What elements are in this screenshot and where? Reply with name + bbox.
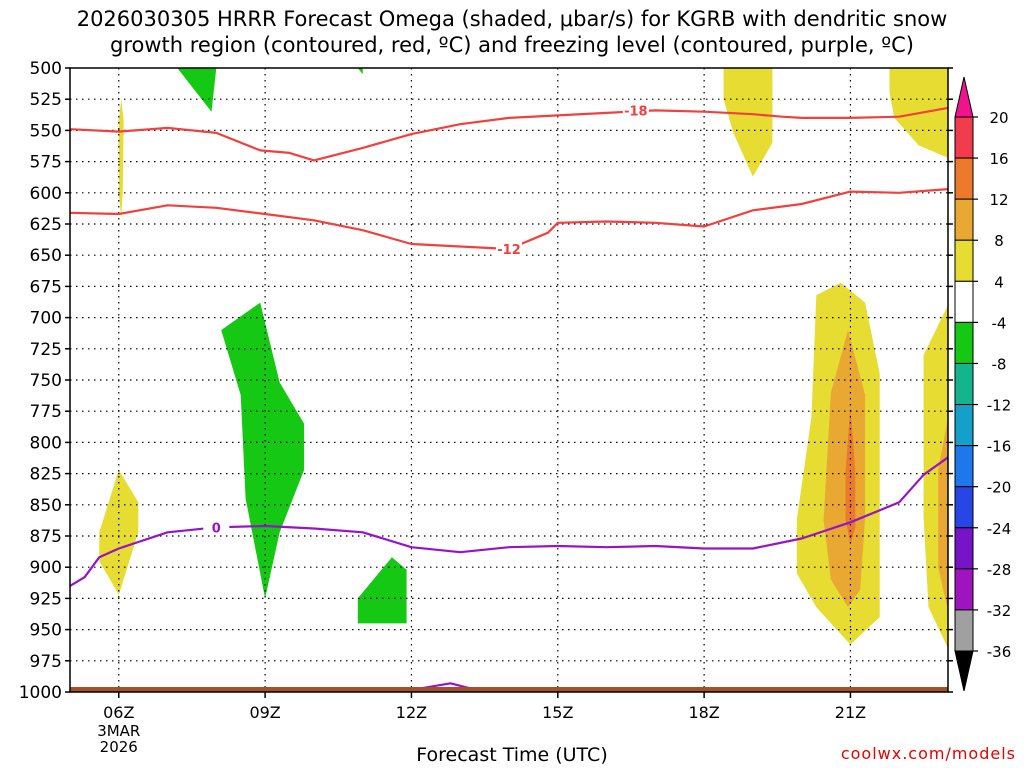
y-tick-label-575: 575 <box>30 153 62 173</box>
x-tick-label-15Z: 15Z <box>542 703 573 722</box>
colorbar-label-8: -16 <box>987 438 1012 456</box>
contour-label-bg-2 <box>203 520 230 535</box>
colorbar-label-7: -12 <box>987 397 1012 415</box>
contour-label-bg-0 <box>622 103 649 118</box>
omega-region-4 <box>221 302 305 599</box>
y-tick-label-825: 825 <box>30 465 62 485</box>
y-tick-label-500: 500 <box>30 59 62 79</box>
colorbar-label-4: 4 <box>994 273 1004 291</box>
colorbar-bin-10 <box>954 527 974 570</box>
x-tick-sublabel-0: 3MAR <box>97 722 140 740</box>
colorbar-bottom-arrow <box>954 650 974 692</box>
colorbar-label-11: -28 <box>987 561 1012 579</box>
x-tick-label-21Z: 21Z <box>835 703 866 722</box>
omega-region-12 <box>938 417 948 611</box>
colorbar-label-3: 8 <box>994 232 1004 250</box>
y-tick-label-675: 675 <box>30 277 62 297</box>
colorbar-bin-3 <box>954 239 974 282</box>
contour-label-bg-1 <box>496 241 522 256</box>
x-tick-label-12Z: 12Z <box>396 703 427 722</box>
y-tick-label-600: 600 <box>30 184 62 204</box>
colorbar-bin-11 <box>954 568 974 611</box>
y-tick-label-875: 875 <box>30 527 62 547</box>
omega-region-9 <box>823 330 866 608</box>
colorbar-label-6: -8 <box>992 355 1007 373</box>
colorbar-label-5: -4 <box>992 314 1007 332</box>
y-tick-label-925: 925 <box>30 589 62 609</box>
y-tick-label-900: 900 <box>30 558 62 578</box>
colorbar-bin-1 <box>954 157 974 200</box>
contour-label-0: -18 <box>624 104 648 119</box>
colorbar-bin-9 <box>954 486 974 529</box>
x-tick-label-18Z: 18Z <box>688 703 719 722</box>
omega-region-3 <box>357 68 363 75</box>
colorbar-label-9: -20 <box>987 479 1012 497</box>
y-tick-label-850: 850 <box>30 496 62 516</box>
y-tick-label-775: 775 <box>30 402 62 422</box>
colorbar-bin-5 <box>954 321 974 364</box>
omega-region-5 <box>357 557 407 624</box>
y-tick-label-725: 725 <box>30 340 62 360</box>
colorbar-label-2: 12 <box>989 191 1008 209</box>
contour-line-2 <box>70 456 948 587</box>
chart-title-line2: growth region (contoured, red, ºC) and f… <box>110 33 914 57</box>
colorbar-bin-0 <box>954 116 974 159</box>
colorbar-bin-8 <box>954 445 974 488</box>
colorbar-label-13: -36 <box>987 643 1012 661</box>
contour-label-2: 0 <box>212 521 221 536</box>
colorbar-label-12: -32 <box>987 602 1012 620</box>
omega-region-6 <box>723 68 773 177</box>
y-tick-label-975: 975 <box>30 652 62 672</box>
colorbar-bin-7 <box>954 404 974 447</box>
omega-region-1 <box>99 469 139 595</box>
y-tick-label-650: 650 <box>30 246 62 266</box>
terrain-strip <box>70 687 948 692</box>
credit-text: coolwx.com/models <box>840 744 1016 763</box>
colorbar-bin-2 <box>954 198 974 241</box>
colorbar-bin-12 <box>954 609 974 652</box>
omega-region-0 <box>118 99 124 218</box>
y-tick-label-800: 800 <box>30 433 62 453</box>
colorbar-bin-6 <box>954 362 974 406</box>
y-tick-label-750: 750 <box>30 371 62 391</box>
x-tick-label-06Z: 06Z <box>103 703 134 722</box>
x-tick-sublabel-1: 2026 <box>100 738 138 756</box>
y-tick-label-1000: 1000 <box>19 683 62 703</box>
x-axis-label: Forecast Time (UTC) <box>416 744 608 766</box>
colorbar-bin-4 <box>954 280 974 323</box>
contour-line-3 <box>421 682 471 690</box>
y-tick-label-525: 525 <box>30 90 62 110</box>
x-tick-label-09Z: 09Z <box>249 703 280 722</box>
colorbar-top-arrow <box>954 76 974 118</box>
colorbar-label-1: 16 <box>989 150 1008 168</box>
contour-line-0 <box>70 106 948 162</box>
y-tick-label-550: 550 <box>30 121 62 141</box>
plot-area: -18 -12 0 <box>70 68 948 692</box>
chart-title-line1: 2026030305 HRRR Forecast Omega (shaded, … <box>76 7 948 31</box>
y-tick-label-700: 700 <box>30 309 62 329</box>
omega-region-2 <box>177 68 217 112</box>
y-tick-label-950: 950 <box>30 621 62 641</box>
contour-label-1: -12 <box>497 243 521 258</box>
y-tick-label-625: 625 <box>30 215 62 235</box>
colorbar-label-10: -24 <box>987 520 1012 538</box>
colorbar-label-0: 20 <box>989 109 1008 127</box>
contour-line-1 <box>70 188 948 251</box>
